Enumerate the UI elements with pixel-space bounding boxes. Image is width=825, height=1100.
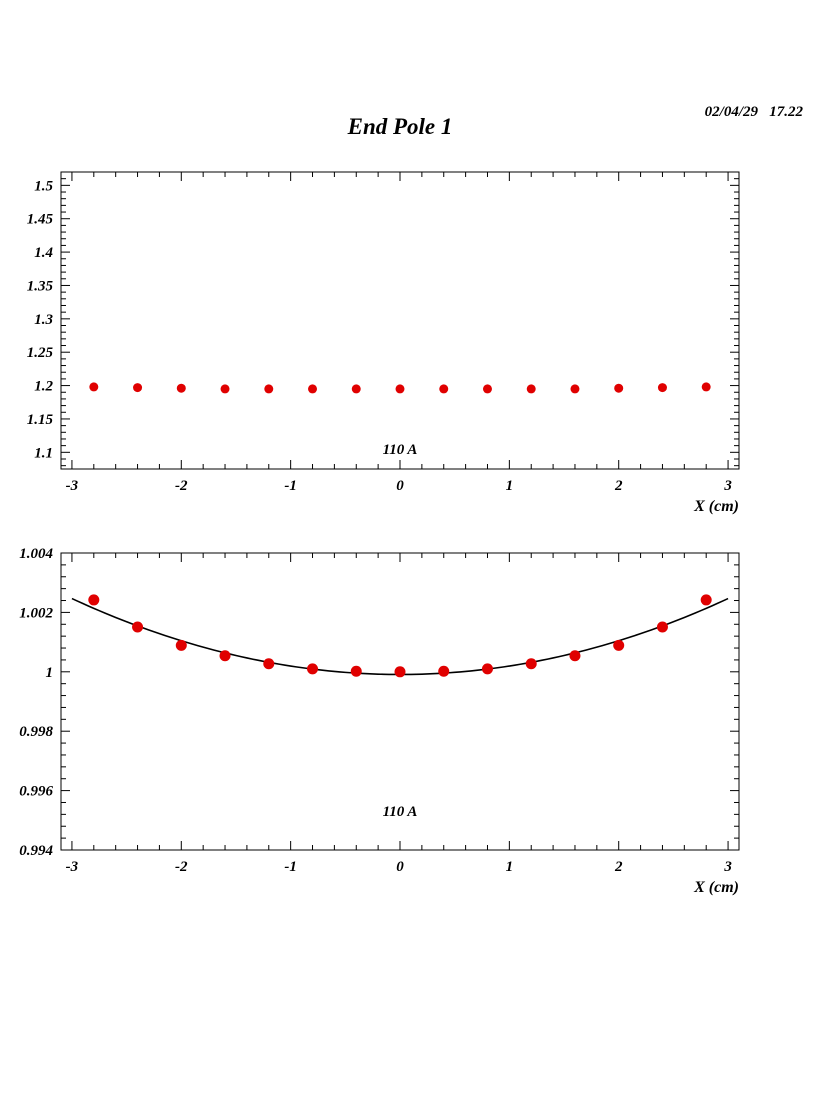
data-point [481,663,493,675]
y-tick-label: 1.2 [34,379,53,395]
x-tick-label: 3 [723,478,732,494]
x-axis-label: X (cm) [693,498,739,515]
x-axis-label: X (cm) [693,879,739,896]
data-point [175,639,187,651]
x-tick-label: -3 [66,478,79,494]
data-point [570,384,580,394]
x-tick-label: -1 [284,478,297,494]
y-tick-label: 1.15 [27,412,54,428]
data-point [176,383,186,393]
data-point [394,666,406,678]
data-point [219,650,231,662]
current-annotation: 110 A [383,804,418,820]
x-tick-label: 2 [614,478,623,494]
plot-bottom: -3 -2 -1 0 1 2 3 0.994 0.996 0.998 1 1.002 1.004 X (c… [19,546,740,896]
y-tick-label: 1.4 [34,245,53,261]
data-point [89,382,99,392]
x-tick-label: -1 [284,859,297,875]
data-point [132,621,144,633]
data-point [308,384,318,394]
y-tick-label: 1 [46,665,54,681]
y-tick-label: 1.004 [19,546,53,562]
data-point [395,384,405,394]
x-tick-label: 0 [396,478,404,494]
y-tick-label: 1.3 [34,312,53,328]
data-point [614,383,624,393]
data-point [88,594,100,606]
data-point [263,658,275,670]
x-tick-label: 1 [506,859,514,875]
timestamp: 02/04/29 17.22 [704,104,803,120]
x-tick-label: 3 [723,859,732,875]
y-tick-label: 0.994 [19,843,53,859]
y-tick-label: 0.998 [19,724,53,740]
data-point [613,639,625,651]
data-point [133,383,143,393]
y-tick-label: 1.35 [27,278,54,294]
data-point [701,382,711,392]
data-point [264,384,274,394]
data-point [656,621,668,633]
y-tick-label: 1.002 [19,605,53,621]
y-tick-label: 1.45 [27,212,54,228]
data-point [657,383,667,393]
data-point [526,384,536,394]
x-tick-label: -2 [175,859,188,875]
data-point [439,384,449,394]
data-point [351,384,361,394]
x-tick-label: -3 [66,859,79,875]
data-point [220,384,230,394]
x-tick-label: -2 [175,478,188,494]
x-tick-label: 1 [506,478,514,494]
data-point [350,665,362,677]
x-tick-label: 0 [396,859,404,875]
data-point [438,665,450,677]
data-point [307,663,319,675]
plot-frame [60,171,740,470]
y-tick-label: 1.25 [27,345,54,361]
y-tick-label: 1.1 [34,445,53,461]
fit-curve [71,597,729,676]
data-point [482,384,492,394]
page-title: End Pole 1 [347,114,453,139]
y-tick-label: 1.5 [34,178,53,194]
data-point [569,650,581,662]
data-point [525,658,537,670]
current-annotation: 110 A [383,442,418,458]
x-tick-label: 2 [614,859,623,875]
data-point [700,594,712,606]
plot-top: -3 -2 -1 0 1 2 3 1.1 1.15 1.2 1.25 1.3 1.35 1.4 1.45 1.… [27,171,740,515]
y-tick-label: 0.996 [19,784,53,800]
